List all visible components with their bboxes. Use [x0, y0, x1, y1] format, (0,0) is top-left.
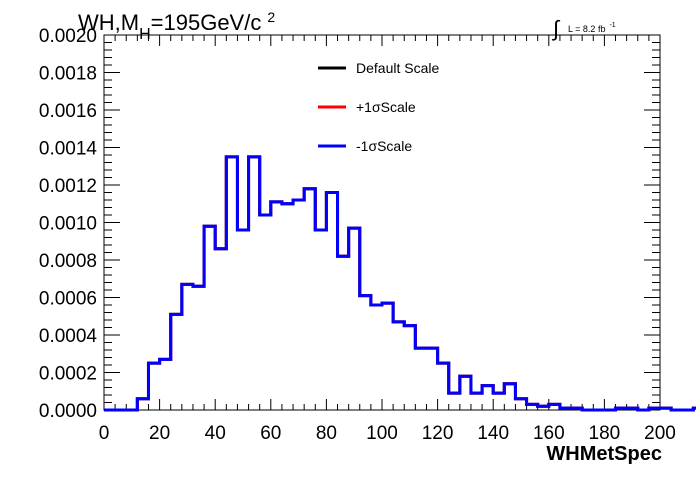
y-tick-label: 0.0000	[39, 401, 97, 422]
luminosity-label: L = 8.2 fb -1	[568, 22, 616, 34]
y-tick-label: 0.0010	[39, 214, 97, 235]
title-superscript: 2	[267, 9, 275, 25]
y-tick-label: 0.0002	[39, 364, 97, 385]
x-tick-label: 180	[589, 423, 621, 444]
x-tick-label: 0	[99, 423, 110, 444]
series-layer	[104, 155, 696, 412]
x-tick-label: 200	[644, 423, 676, 444]
legend-label-2: -1σScale	[356, 138, 412, 154]
legend-label-0: Default Scale	[356, 60, 439, 76]
x-tick-label: 140	[477, 423, 509, 444]
y-tick-label: 0.0004	[39, 326, 98, 347]
plot-frame	[103, 34, 661, 411]
chart-title: WH,MH=195GeV/c 2	[78, 9, 275, 43]
x-tick-label: 80	[316, 423, 337, 444]
series-line-2	[104, 155, 696, 412]
axis-ticks	[103, 34, 661, 411]
title-prefix: WH,M	[78, 10, 139, 35]
x-tick-label: 20	[149, 423, 170, 444]
y-tick-label: 0.0006	[39, 289, 97, 310]
legend: Default Scale +1σScale -1σScale	[318, 60, 439, 154]
x-tick-label: 40	[205, 423, 226, 444]
x-axis-label: WHMetSpec	[546, 443, 662, 465]
x-tick-label: 120	[422, 423, 454, 444]
y-tick-label: 0.0008	[39, 251, 97, 272]
title-suffix: =195GeV/c	[151, 10, 262, 35]
y-tick-label: 0.0020	[39, 26, 97, 47]
y-tick-label: 0.0016	[39, 101, 97, 122]
integral-symbol: ∫	[551, 16, 561, 41]
tick-labels: 0 20 40 60 80 100 120 140 160 180 200 0.0000 0.0002 0…	[39, 26, 676, 444]
y-tick-label: 0.0018	[39, 64, 97, 85]
luminosity-superscript: -1	[609, 22, 615, 29]
y-tick-label: 0.0012	[39, 176, 97, 197]
legend-label-1: +1σScale	[356, 99, 416, 115]
y-tick-label: 0.0014	[39, 139, 98, 160]
x-tick-label: 60	[260, 423, 281, 444]
luminosity-text: L = 8.2 fb	[568, 24, 605, 34]
x-tick-label: 160	[533, 423, 565, 444]
x-tick-label: 100	[366, 423, 398, 444]
